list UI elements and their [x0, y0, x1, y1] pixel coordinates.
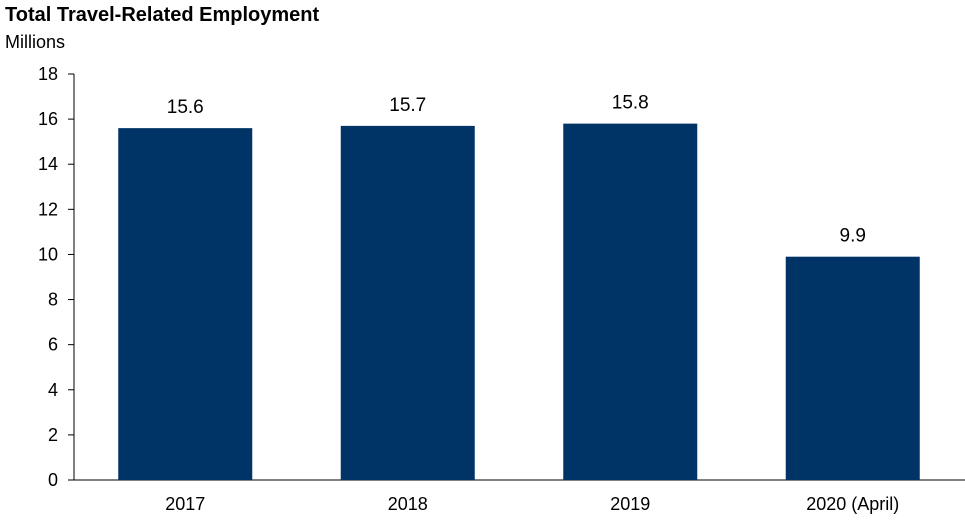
bar-2020	[785, 256, 920, 480]
y-tick-label: 18	[38, 64, 58, 84]
bar-2019	[563, 123, 698, 480]
y-axis: 0 2 4 6 8 10 12 14 16 18	[38, 64, 75, 490]
bar-2018	[340, 125, 475, 480]
y-tick-label: 8	[48, 290, 58, 310]
chart-subtitle: Millions	[5, 32, 66, 52]
bars	[118, 123, 920, 480]
data-label: 9.9	[840, 226, 866, 247]
x-tick-label: 2017	[165, 494, 205, 514]
bar-2017	[118, 128, 253, 480]
y-tick-label: 12	[38, 199, 58, 219]
y-tick-label: 6	[48, 335, 58, 355]
y-tick-label: 14	[38, 154, 58, 174]
x-tick-label: 2020 (April)	[806, 494, 899, 514]
data-label: 15.6	[167, 97, 204, 118]
y-tick-label: 10	[38, 244, 58, 264]
y-tick-label: 16	[38, 109, 58, 129]
data-label: 15.7	[389, 95, 426, 116]
x-axis: 2017 2018 2019 2020 (April)	[74, 479, 965, 514]
x-tick-label: 2019	[610, 494, 650, 514]
data-labels: 15.6 15.7 15.8 9.9	[167, 93, 866, 247]
chart-title: Total Travel-Related Employment	[5, 4, 320, 26]
x-tick-label: 2018	[388, 494, 428, 514]
y-tick-label: 2	[48, 425, 58, 445]
y-tick-label: 0	[48, 470, 58, 490]
data-label: 15.8	[612, 93, 649, 114]
y-tick-label: 4	[48, 380, 58, 400]
